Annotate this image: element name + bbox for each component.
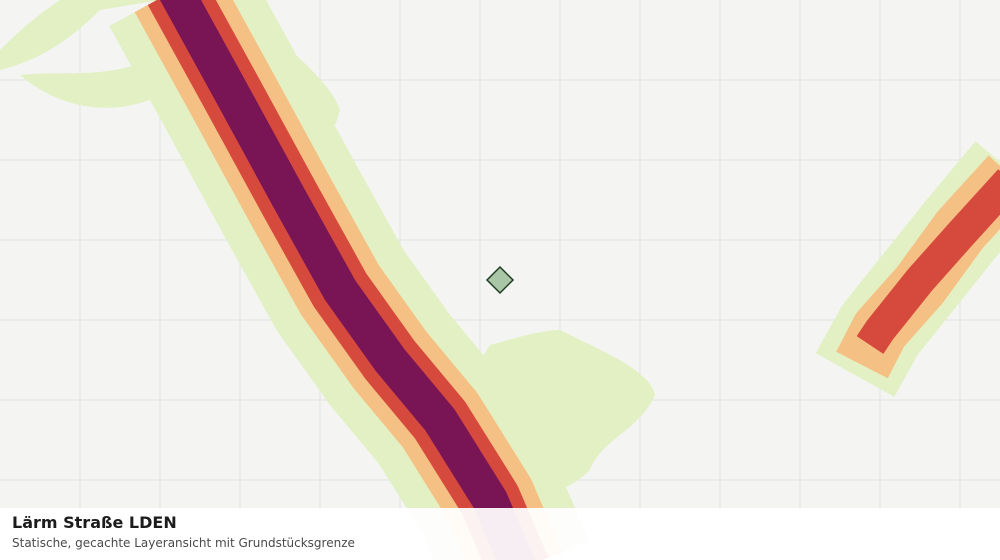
layer-title: Lärm Straße LDEN xyxy=(12,513,177,532)
info-panel: Lärm Straße LDEN Statische, gecachte Lay… xyxy=(0,508,1000,560)
layer-subtitle: Statische, gecachte Layeransicht mit Gru… xyxy=(12,536,355,550)
parcel-boundary[interactable] xyxy=(485,265,515,295)
